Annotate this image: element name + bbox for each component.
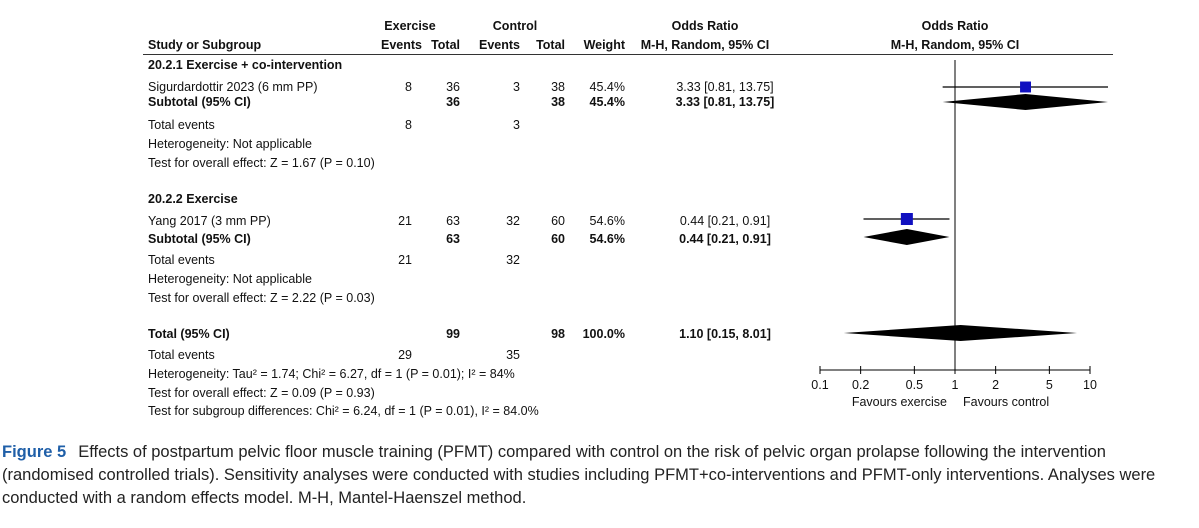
group-title: 20.2.1 Exercise + co-intervention <box>148 58 343 72</box>
study-weight: 54.6% <box>589 214 625 228</box>
heterogeneity-text: Heterogeneity: Not applicable <box>148 272 312 286</box>
method-plot-header: M-H, Random, 95% CI <box>890 38 1020 52</box>
subtotal-ci: 0.44 [0.21, 0.91] <box>679 232 771 246</box>
study-events2: 3 <box>513 80 520 94</box>
total-total2: 98 <box>551 327 565 341</box>
events1-header: Events <box>381 38 422 52</box>
study-events1: 21 <box>398 214 412 228</box>
total-heterogeneity-text: Heterogeneity: Tau² = 1.74; Chi² = 6.27,… <box>148 367 515 381</box>
subtotal-label: Subtotal (95% CI) <box>148 95 251 109</box>
study-ci: 3.33 [0.81, 13.75] <box>676 80 774 94</box>
total-events2: 32 <box>506 253 520 267</box>
study-header: Study or Subgroup <box>148 38 262 52</box>
total-events-label: Total events <box>148 118 215 132</box>
study-marker <box>900 213 913 225</box>
subtotal-ci: 3.33 [0.81, 13.75] <box>675 95 775 109</box>
subtotal-weight: 54.6% <box>589 232 625 246</box>
x-tick-label: 10 <box>1083 378 1097 392</box>
favours-left-label: Favours exercise <box>852 395 947 409</box>
control-header: Control <box>492 19 538 33</box>
study-total1: 36 <box>446 80 460 94</box>
odds-ratio-header: Odds Ratio <box>671 19 739 33</box>
subtotal-weight: 45.4% <box>589 95 625 109</box>
method-header: M-H, Random, 95% CI <box>640 38 770 52</box>
x-tick-label: 5 <box>1046 378 1053 392</box>
favours-right-label: Favours control <box>963 395 1049 409</box>
total-overall-effect-text: Test for overall effect: Z = 0.09 (P = 0… <box>148 386 375 400</box>
study-name: Sigurdardottir 2023 (6 mm PP) <box>148 80 318 94</box>
study-weight: 45.4% <box>589 80 625 94</box>
study-total1: 63 <box>446 214 460 228</box>
x-tick-label: 0.2 <box>852 378 869 392</box>
study-events1: 8 <box>405 80 412 94</box>
x-tick-label: 0.1 <box>811 378 828 392</box>
overall-effect-text: Test for overall effect: Z = 1.67 (P = 0… <box>148 156 375 170</box>
summary-diamond <box>843 325 1077 341</box>
subtotal-total2: 38 <box>551 95 565 109</box>
subtotal-label: Subtotal (95% CI) <box>148 232 251 246</box>
total-events1: 8 <box>405 118 412 132</box>
exercise-header: Exercise <box>384 19 436 33</box>
summary-diamond <box>942 94 1108 110</box>
group-title: 20.2.2 Exercise <box>148 192 238 206</box>
subtotal-total1: 63 <box>446 232 460 246</box>
study-ci: 0.44 [0.21, 0.91] <box>679 214 771 228</box>
odds-ratio-plot-header: Odds Ratio <box>921 19 989 33</box>
study-total2: 60 <box>551 214 565 228</box>
events2-header: Events <box>479 38 520 52</box>
x-tick-label: 1 <box>952 378 959 392</box>
heterogeneity-text: Heterogeneity: Not applicable <box>148 137 312 151</box>
total-events2: 3 <box>513 118 520 132</box>
total-ci: 1.10 [0.15, 8.01] <box>679 327 771 341</box>
total-label: Total (95% CI) <box>148 327 230 341</box>
study-marker <box>1020 81 1032 93</box>
figure-number: Figure 5 <box>2 443 67 461</box>
x-tick-label: 0.5 <box>906 378 923 392</box>
total-events1: 29 <box>398 348 412 362</box>
forest-plot: 0.1 0.2 0.5 1 2 5 10 Favours exercise Favours co… <box>811 60 1108 409</box>
figure-caption: Figure 5 Effects of postpartum pelvic flo… <box>2 441 1197 510</box>
total-weight: 100.0% <box>582 327 625 341</box>
header-rule <box>143 54 1113 55</box>
study-events2: 32 <box>506 214 520 228</box>
subtotal-total2: 60 <box>551 232 565 246</box>
total-total1: 99 <box>446 327 460 341</box>
caption-text: Effects of postpartum pelvic floor muscl… <box>2 443 1156 507</box>
x-tick-label: 2 <box>992 378 999 392</box>
total1-header: Total <box>431 38 460 52</box>
overall-effect-text: Test for overall effect: Z = 2.22 (P = 0… <box>148 291 375 305</box>
total-events-label: Total events <box>148 348 215 362</box>
weight-header: Weight <box>583 38 625 52</box>
study-name: Yang 2017 (3 mm PP) <box>148 214 271 228</box>
subtotal-total1: 36 <box>446 95 460 109</box>
total-events2: 35 <box>506 348 520 362</box>
summary-diamond <box>863 229 950 245</box>
total2-header: Total <box>536 38 565 52</box>
study-total2: 38 <box>551 80 565 94</box>
total-events-label: Total events <box>148 253 215 267</box>
subgroup-differences-text: Test for subgroup differences: Chi² = 6.… <box>148 404 539 418</box>
total-events1: 21 <box>398 253 412 267</box>
